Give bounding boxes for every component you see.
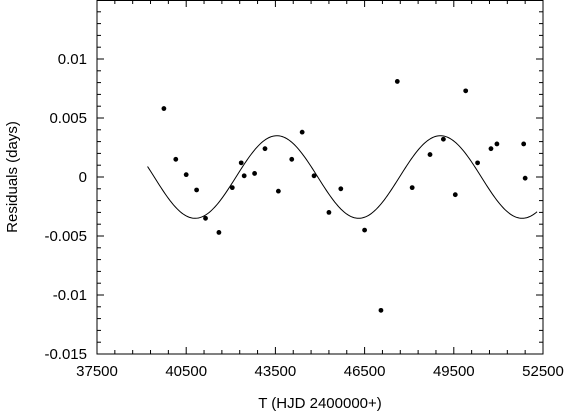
x-tick-label: 40500 [165,363,207,380]
data-point [378,307,384,313]
data-point [289,156,295,162]
data-point [203,215,208,221]
data-point [463,88,469,94]
data-point [229,185,235,191]
y-tick-label: 0 [79,169,87,186]
data-point [488,146,494,152]
data-point [194,187,200,193]
x-tick-label: 46500 [344,363,386,380]
data-point [338,186,344,192]
x-tick-label: 52500 [522,363,564,380]
data-point [252,171,257,176]
data-point [241,173,247,179]
x-tick-label: 49500 [433,363,475,380]
x-axis-label: T (HJD 2400000+) [258,395,382,412]
y-tick-label: 0.005 [49,110,87,127]
data-point [452,192,458,198]
data-point [161,106,167,111]
x-tick-label: 37500 [76,363,118,380]
data-point [275,188,281,194]
y-tick-label: -0.01 [53,287,87,304]
data-point [216,230,222,235]
x-tick-label: 43500 [255,363,297,380]
data-point [326,210,332,215]
data-point [427,152,433,157]
data-point [299,129,305,135]
data-point [173,156,179,162]
data-point [494,141,500,147]
fit-curve [147,135,538,219]
y-tick-label: 0.01 [58,51,87,68]
data-point [475,160,480,166]
data-point [311,173,317,179]
data-point [521,141,527,147]
data-point [394,79,400,84]
data-point [238,160,244,166]
y-tick-label: -0.015 [44,346,87,363]
data-point [440,136,446,142]
plot-frame [96,0,544,355]
y-axis-label: Residuals (days) [4,121,21,233]
data-point [262,146,268,152]
data-point [362,227,367,233]
data-point [522,175,528,181]
data-point [409,185,415,191]
data-point [183,172,189,178]
y-tick-label: -0.005 [44,228,87,245]
